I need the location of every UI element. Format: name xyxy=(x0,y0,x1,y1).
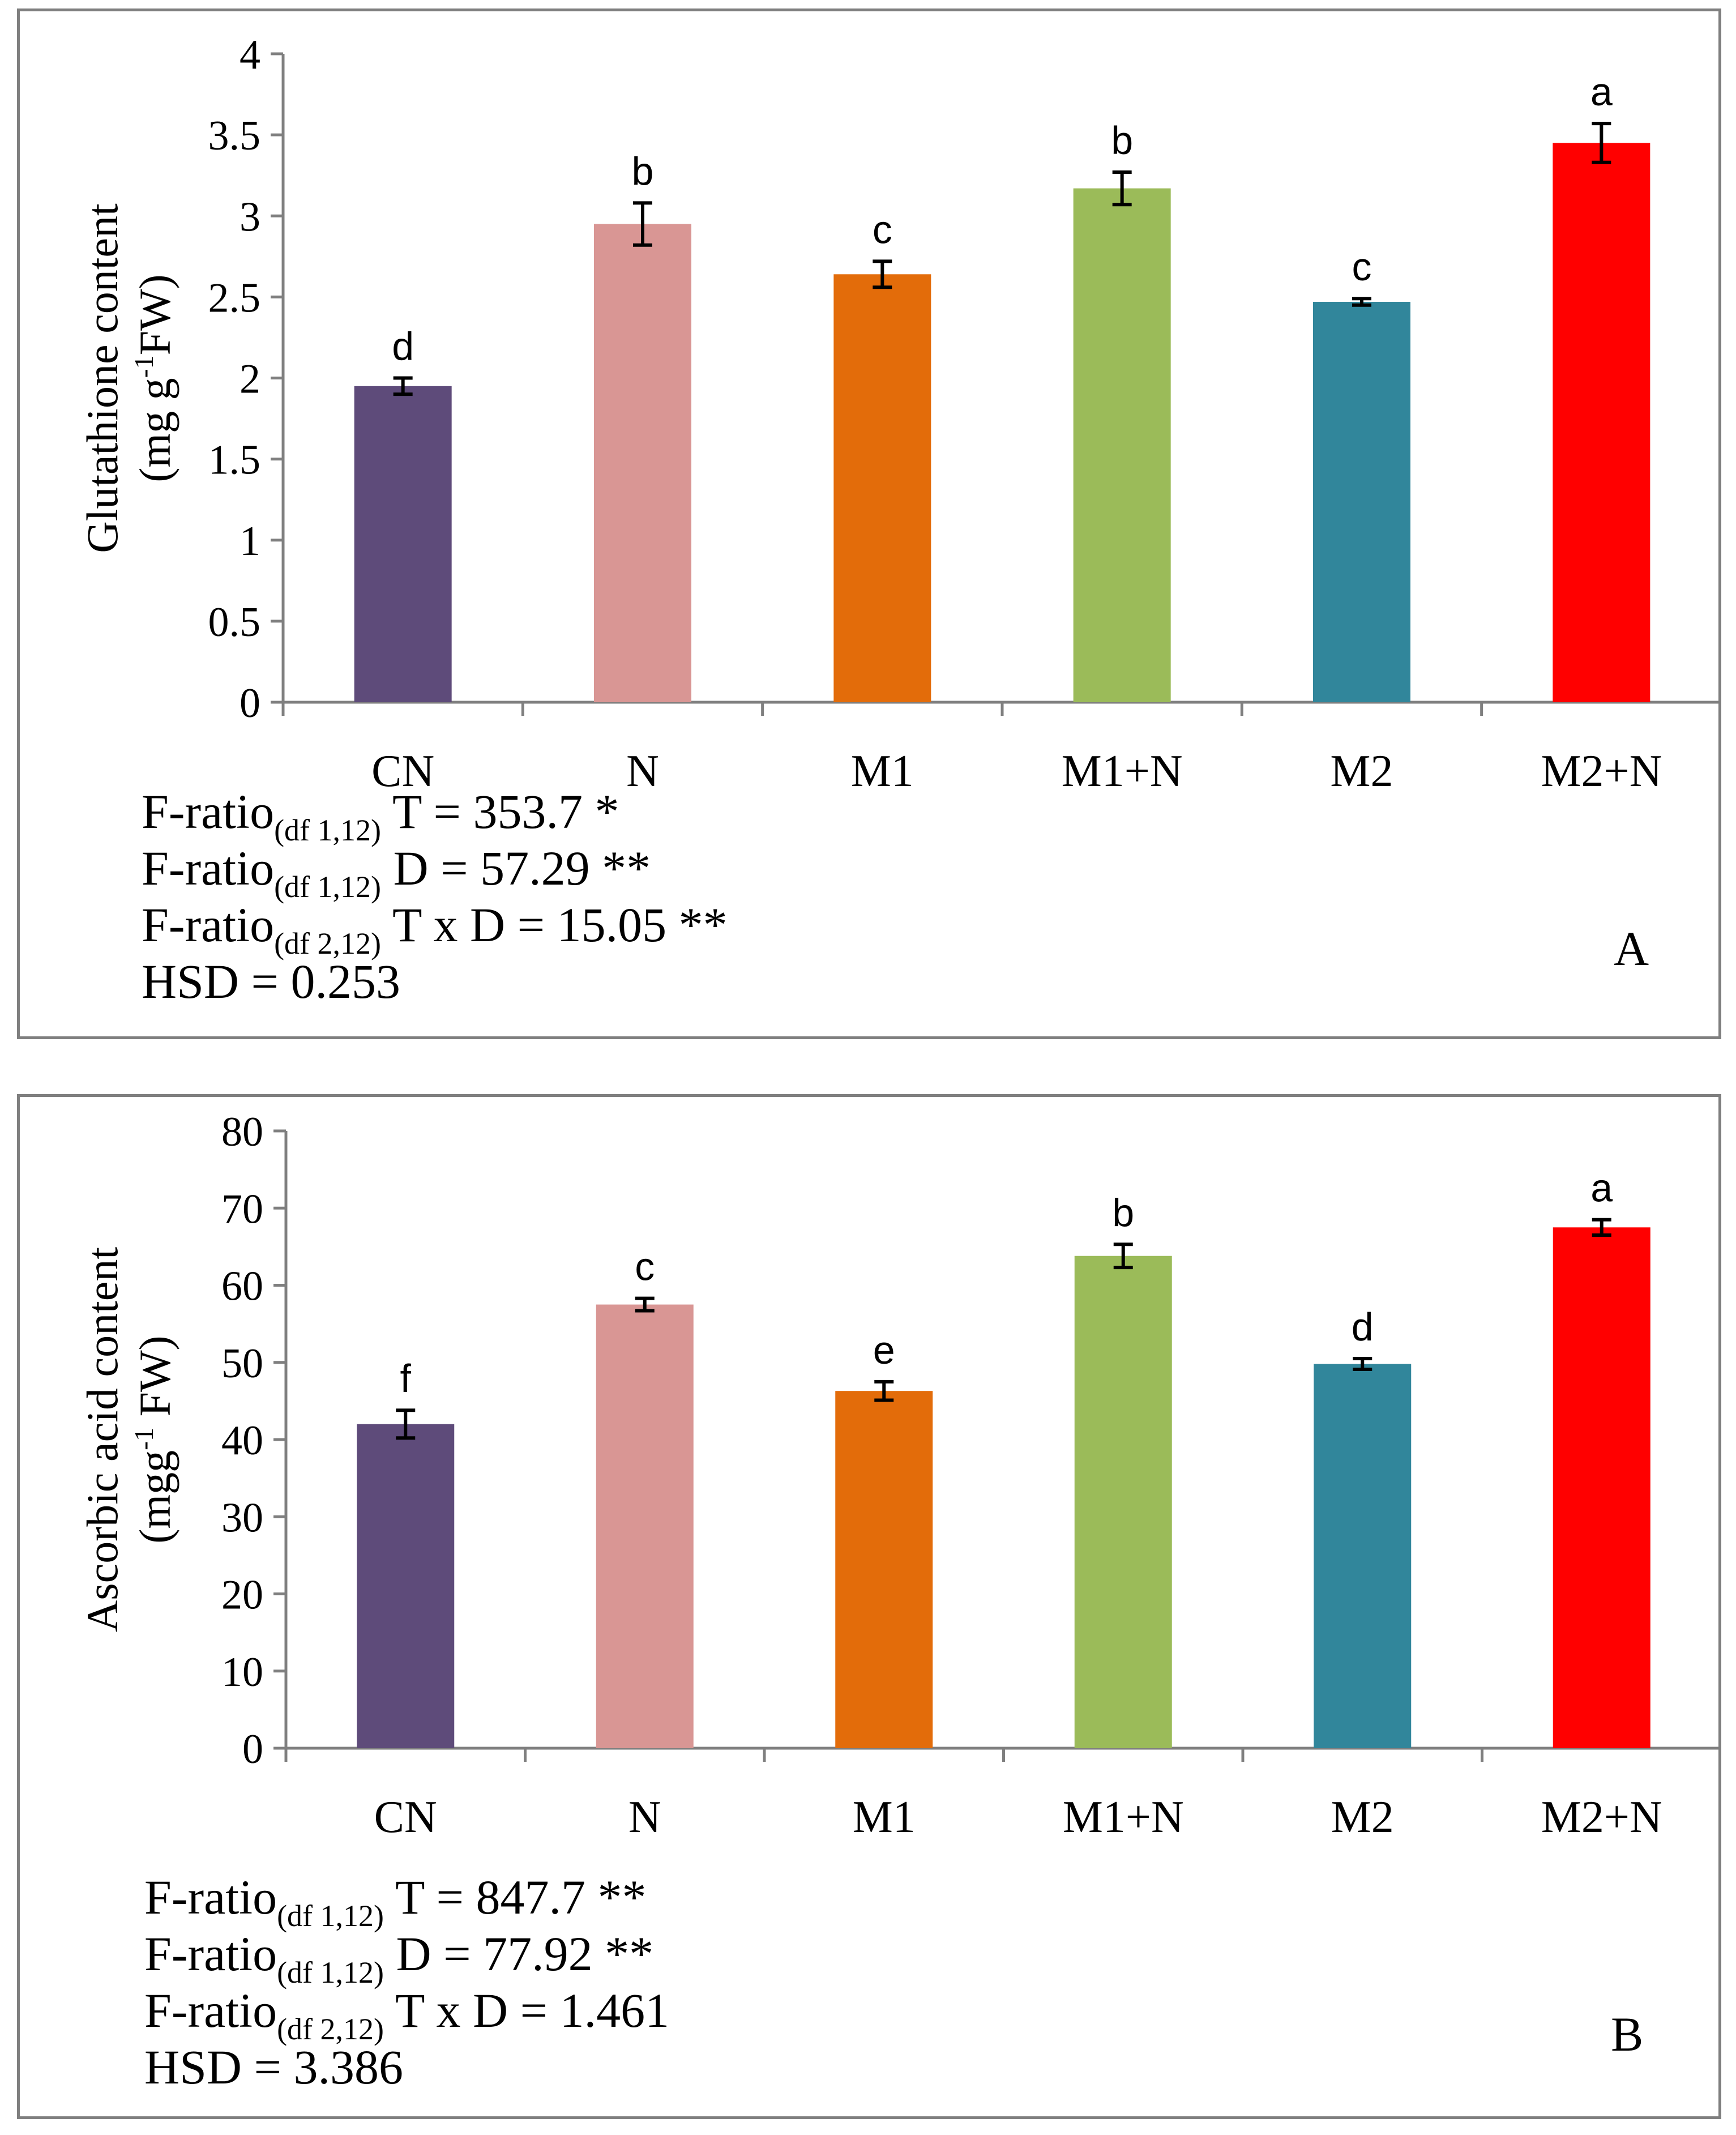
y-tick-label: 2.5 xyxy=(208,275,261,321)
y-tick-label: 20 xyxy=(221,1572,263,1619)
y-tick-label: 1 xyxy=(240,518,260,565)
y-tick-label: 0 xyxy=(240,680,260,727)
x-tick-label: M1 xyxy=(853,1792,916,1842)
significance-letter: c xyxy=(873,207,892,251)
significance-letter: c xyxy=(635,1245,655,1289)
significance-letter: b xyxy=(1111,118,1133,163)
x-tick-label: M2+N xyxy=(1541,1792,1662,1842)
y-tick-label: 4 xyxy=(240,32,260,78)
y-tick-label: 3 xyxy=(240,194,260,240)
y-tick-label: 30 xyxy=(221,1494,263,1541)
panel-label: A xyxy=(1614,921,1649,976)
x-tick-label: CN xyxy=(371,746,434,796)
x-tick-label: N xyxy=(626,746,659,796)
x-tick-label: M2 xyxy=(1330,746,1393,796)
bar-M2+N xyxy=(1553,143,1651,702)
bar-CN xyxy=(357,1424,455,1748)
x-tick-label: M1 xyxy=(851,746,914,796)
stat-line-interaction: F-ratio(df 2,12) T x D = 1.461 xyxy=(144,1983,670,2046)
stat-line-treatment: F-ratio(df 1,12) T = 353.7 * xyxy=(142,784,619,847)
ascorbic-acid-bar-chart: 0 10 20 30 40 50 60 70 80 f CN c Ne M1 b M1+N d M2 a M2+N xyxy=(221,1109,1718,1842)
y-tick-label: 70 xyxy=(221,1186,263,1232)
y-axis-label: Glutathione content (mg g-1FW) xyxy=(78,203,180,553)
significance-letter: c xyxy=(1352,245,1372,289)
y-tick-label: 10 xyxy=(221,1649,263,1696)
glutathione-bar-chart: 0 0.5 1 1.5 2 2.5 3 3.5 4 d CN b Nc M1 b M1+N c M2 a M2+N xyxy=(208,32,1718,796)
y-tick-label: 1.5 xyxy=(208,437,261,484)
x-tick-label: M2 xyxy=(1331,1792,1394,1842)
x-tick-label: M1+N xyxy=(1063,1792,1184,1842)
significance-letter: a xyxy=(1590,70,1613,114)
x-tick-label: M1+N xyxy=(1062,746,1183,796)
significance-letter: e xyxy=(873,1328,895,1372)
bar-N xyxy=(594,224,691,702)
stat-line-dose: F-ratio(df 1,12) D = 57.29 ** xyxy=(142,841,651,904)
significance-letter: f xyxy=(400,1356,412,1400)
bar-M2 xyxy=(1313,301,1410,702)
significance-letter: b xyxy=(1112,1190,1134,1235)
significance-letter: d xyxy=(392,324,414,369)
y-axis-label: Ascorbic acid content (mgg-1 FW) xyxy=(78,1246,180,1633)
y-tick-label: 40 xyxy=(221,1417,263,1464)
y-tick-label: 2 xyxy=(240,356,260,403)
stat-line-treatment: F-ratio(df 1,12) T = 847.7 ** xyxy=(144,1870,647,1933)
stat-line-hsd: HSD = 0.253 xyxy=(142,954,401,1009)
y-tick-label: 0.5 xyxy=(208,599,261,646)
x-tick-label: N xyxy=(628,1792,661,1842)
bar-M1 xyxy=(833,274,931,702)
stat-line-dose: F-ratio(df 1,12) D = 77.92 ** xyxy=(144,1927,654,1989)
y-tick-label: 50 xyxy=(221,1340,263,1387)
x-tick-label: CN xyxy=(374,1792,437,1842)
bar-M2 xyxy=(1314,1364,1412,1748)
significance-letter: b xyxy=(632,149,654,193)
bar-M1 xyxy=(835,1391,933,1748)
y-tick-label: 80 xyxy=(221,1109,263,1155)
significance-letter: d xyxy=(1352,1305,1374,1349)
stat-line-hsd: HSD = 3.386 xyxy=(144,2040,404,2094)
bar-N xyxy=(596,1304,694,1748)
bar-CN xyxy=(354,386,452,702)
bar-M1+N xyxy=(1073,188,1171,702)
y-tick-label: 3.5 xyxy=(208,113,261,159)
y-tick-label: 0 xyxy=(242,1726,263,1773)
bar-M2+N xyxy=(1553,1227,1651,1748)
bar-M1+N xyxy=(1074,1256,1172,1748)
significance-letter: a xyxy=(1590,1166,1613,1210)
panel-label: B xyxy=(1611,2007,1644,2061)
y-tick-label: 60 xyxy=(221,1263,263,1310)
x-tick-label: M2+N xyxy=(1541,746,1662,796)
stat-line-interaction: F-ratio(df 2,12) T x D = 15.05 ** xyxy=(142,898,728,960)
